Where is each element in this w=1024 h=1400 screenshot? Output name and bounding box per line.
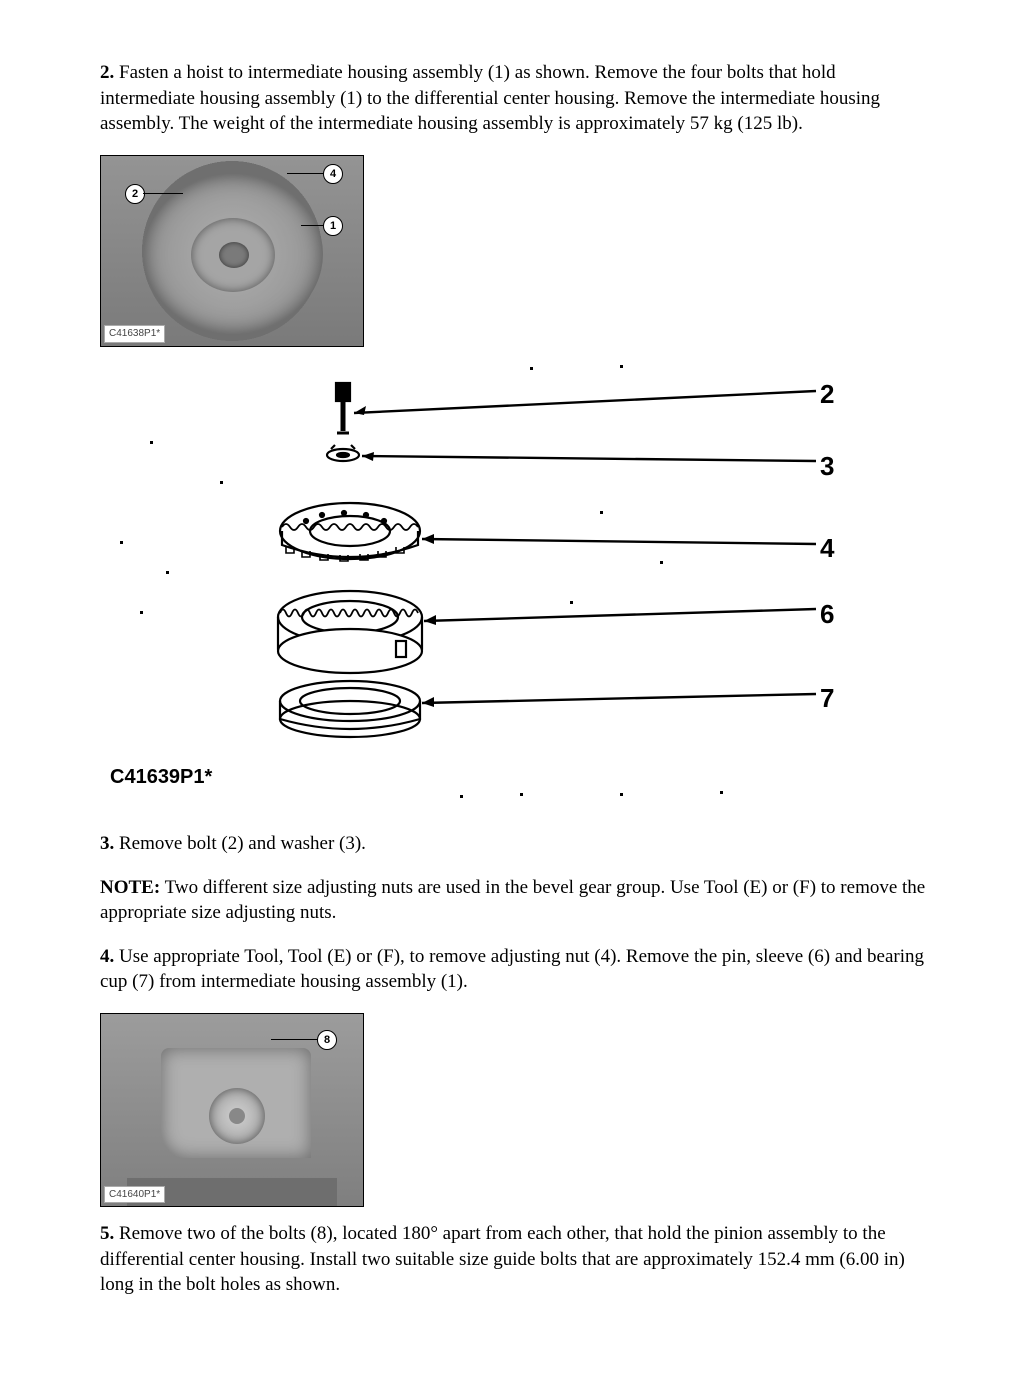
- speckle: [140, 611, 143, 614]
- part-washer: [327, 445, 359, 461]
- step-2-text: Fasten a hoist to intermediate housing a…: [100, 62, 880, 134]
- lead-lines: [354, 391, 816, 707]
- speckle: [620, 365, 623, 368]
- figure-photo-3: 8 C41640P1*: [100, 1013, 364, 1207]
- note-text: Two different size adjusting nuts are us…: [100, 877, 925, 924]
- photo3-id-label: C41640P1*: [104, 1186, 165, 1204]
- step-4-text: Use appropriate Tool, Tool (E) or (F), t…: [100, 946, 924, 993]
- part-adjusting-nut: [280, 503, 420, 561]
- exploded-svg: [100, 361, 850, 801]
- exploded-num-2: 2: [820, 377, 834, 412]
- part-bolt: [336, 383, 350, 433]
- photo1-lead-4: [287, 173, 323, 174]
- step-2-paragraph: 2. Fasten a hoist to intermediate housin…: [100, 60, 934, 137]
- photo3-lead-8: [271, 1039, 317, 1040]
- photo3-callout-8: 8: [317, 1030, 337, 1050]
- exploded-num-3: 3: [820, 449, 834, 484]
- speckle: [620, 793, 623, 796]
- speckle: [120, 541, 123, 544]
- step-3-text: Remove bolt (2) and washer (3).: [114, 833, 366, 854]
- figure-exploded-diagram: 2 3 4 6 7 C41639P1*: [100, 361, 850, 801]
- photo3-shaft-end: [229, 1108, 245, 1124]
- speckle: [166, 571, 169, 574]
- step-4-number: 4.: [100, 946, 114, 967]
- exploded-num-4: 4: [820, 531, 834, 566]
- exploded-id-label: C41639P1*: [110, 764, 212, 791]
- photo1-lead-1: [301, 225, 323, 226]
- step-5-text: Remove two of the bolts (8), located 180…: [100, 1223, 905, 1295]
- speckle: [530, 367, 533, 370]
- speckle: [660, 561, 663, 564]
- step-3-number: 3.: [100, 833, 114, 854]
- photo1-callout-4: 4: [323, 164, 343, 184]
- speckle: [600, 511, 603, 514]
- photo1-lead-2: [143, 193, 183, 194]
- page-content: 2. Fasten a hoist to intermediate housin…: [0, 0, 1024, 1356]
- speckle: [220, 481, 223, 484]
- speckle: [520, 793, 523, 796]
- part-sleeve: [278, 591, 422, 673]
- note-label: NOTE:: [100, 877, 160, 898]
- speckle: [150, 441, 153, 444]
- step-4-paragraph: 4. Use appropriate Tool, Tool (E) or (F)…: [100, 944, 934, 995]
- photo1-callout-2: 2: [125, 184, 145, 204]
- photo1-callout-1: 1: [323, 216, 343, 236]
- photo1-id-label: C41638P1*: [104, 325, 165, 343]
- step-3-paragraph: 3. Remove bolt (2) and washer (3).: [100, 831, 934, 857]
- exploded-num-6: 6: [820, 597, 834, 632]
- step-5-number: 5.: [100, 1223, 114, 1244]
- step-5-paragraph: 5. Remove two of the bolts (8), located …: [100, 1221, 934, 1298]
- note-paragraph: NOTE: Two different size adjusting nuts …: [100, 875, 934, 926]
- step-2-number: 2.: [100, 62, 114, 83]
- photo1-hub: [219, 242, 249, 268]
- speckle: [570, 601, 573, 604]
- figure-photo-1: 2 4 1 C41638P1*: [100, 155, 364, 347]
- speckle: [460, 795, 463, 798]
- part-bearing-cup: [280, 681, 420, 737]
- speckle: [720, 791, 723, 794]
- exploded-num-7: 7: [820, 681, 834, 716]
